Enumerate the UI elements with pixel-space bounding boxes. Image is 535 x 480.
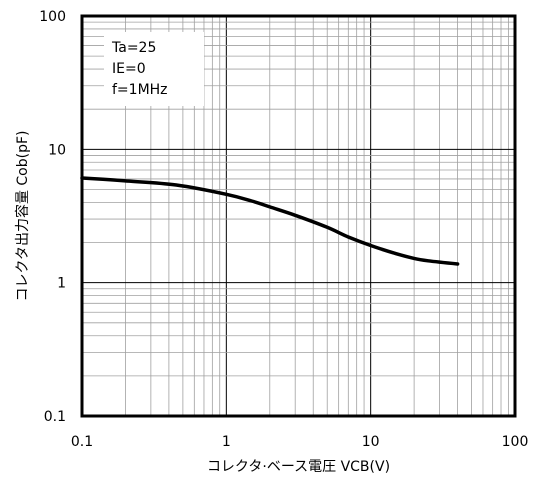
legend: Ta=25 IE=0 f=1MHz (104, 32, 204, 106)
x-tick-label: 0.1 (71, 434, 93, 450)
annotation-temperature: Ta=25 (111, 40, 156, 56)
x-tick-label: 1 (222, 434, 231, 450)
x-tick-labels: 0.1 1 10 100 (71, 434, 529, 450)
annotation-frequency: f=1MHz (112, 82, 168, 98)
y-tick-label: 1 (57, 276, 66, 292)
y-axis-label: コレクタ出力容量 Cob(pF) (14, 131, 31, 302)
plot-border (80, 14, 517, 418)
y-tick-labels: 0.1 1 10 100 (39, 9, 66, 425)
x-axis-label: コレクタ·ベース電圧 VCB(V) (207, 459, 390, 475)
capacitance-curve (80, 176, 460, 266)
y-tick-label: 10 (48, 142, 66, 158)
legend-box (104, 32, 204, 106)
annotation-emitter-current: IE=0 (112, 61, 146, 77)
x-tick-label: 100 (502, 434, 529, 450)
y-tick-label: 0.1 (44, 409, 66, 425)
x-tick-label: 10 (362, 434, 380, 450)
curve-layer (80, 176, 460, 266)
y-tick-label: 100 (39, 9, 66, 25)
